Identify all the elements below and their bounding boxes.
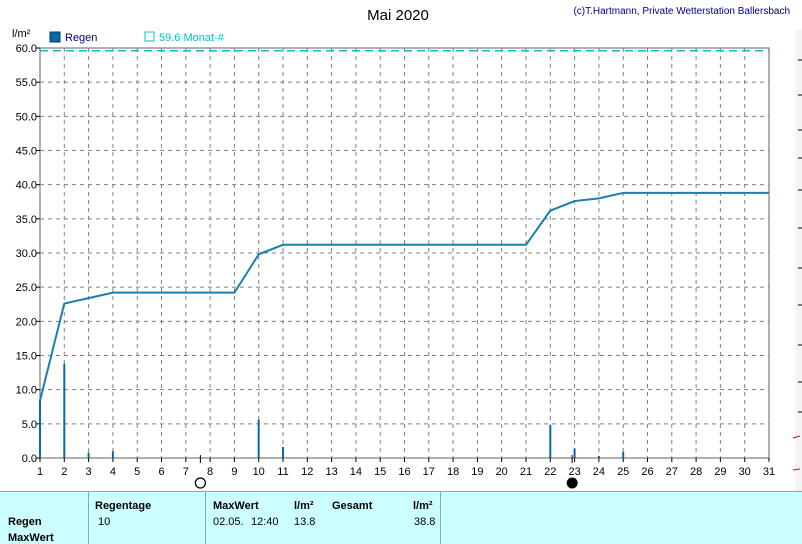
y-tick-label: 25.0 — [16, 282, 37, 294]
maxwert-date: 02.05. — [213, 516, 244, 528]
new-moon-icon — [566, 477, 578, 489]
x-tick-label: 3 — [86, 466, 92, 478]
x-tick-label: 17 — [423, 466, 435, 478]
regentage-value: 10 — [98, 516, 111, 528]
header-regentage: Regentage — [95, 500, 152, 512]
maxwert-value: 13.8 — [294, 516, 316, 528]
summary-table: Regentage MaxWert l/m² Gesamt l/m² Regen… — [0, 491, 802, 544]
right-edge-artifacts — [792, 30, 802, 491]
rain-bar — [573, 448, 576, 458]
x-tick-label: 16 — [398, 466, 410, 478]
y-tick-label: 5.0 — [22, 419, 37, 431]
row-label-regen: Regen — [8, 516, 42, 528]
header-unit-1: l/m² — [294, 500, 314, 512]
x-tick-label: 10 — [253, 466, 265, 478]
x-tick-label: 26 — [641, 466, 653, 478]
legend-swatch-monat — [144, 31, 155, 42]
gesamt-value: 38.8 — [414, 516, 436, 528]
chart-title: Mai 2020 — [367, 7, 429, 24]
x-tick-label: 30 — [739, 466, 751, 478]
x-tick-label: 6 — [158, 466, 164, 478]
legend: Regen 59.6 Monat-# — [49, 31, 225, 44]
rain-bar — [111, 451, 114, 458]
rain-chart: Mai 2020 (c)T.Hartmann, Private Wetterst… — [12, 6, 802, 491]
x-tick-label: 12 — [301, 466, 313, 478]
x-tick-label: 2 — [61, 466, 67, 478]
rain-bar — [87, 452, 90, 458]
x-tick-label: 9 — [231, 466, 237, 478]
x-tick-label: 25 — [617, 466, 629, 478]
rain-bar — [597, 455, 600, 458]
moon-phases — [194, 455, 578, 489]
y-tick-label: 10.0 — [16, 385, 37, 397]
x-tick-label: 21 — [520, 466, 532, 478]
x-tick-label: 13 — [325, 466, 337, 478]
x-tick-label: 4 — [110, 466, 116, 478]
rain-bar — [549, 425, 552, 458]
rain-bar — [282, 447, 284, 458]
header-gesamt: Gesamt — [332, 500, 373, 512]
x-tick-label: 22 — [544, 466, 556, 478]
maxwert-time: 12:40 — [251, 516, 279, 528]
legend-label-regen: Regen — [65, 32, 97, 44]
x-tick-label: 28 — [690, 466, 702, 478]
y-tick-labels: 0.0 5.0 10.0 15.0 20.0 25.0 30.0 35.0 40.0 45.0 50… — [16, 43, 40, 465]
col-divider — [205, 492, 206, 544]
rain-bar — [63, 363, 66, 458]
x-tick-label: 1 — [37, 466, 43, 478]
x-tick-label: 15 — [374, 466, 386, 478]
y-tick-label: 0.0 — [22, 453, 37, 465]
header-maxwert: MaxWert — [213, 500, 259, 512]
y-tick-label: 50.0 — [16, 111, 37, 123]
x-tick-label: 8 — [207, 466, 213, 478]
x-tick-label: 29 — [714, 466, 726, 478]
y-tick-label: 30.0 — [16, 248, 37, 260]
row-label-maxwert: MaxWert — [8, 532, 54, 544]
col-divider — [440, 492, 441, 544]
x-tick-label: 23 — [568, 466, 580, 478]
y-tick-label: 15.0 — [16, 351, 37, 363]
x-tick-label: 27 — [666, 466, 678, 478]
x-tick-label: 7 — [183, 466, 189, 478]
header-unit-2: l/m² — [413, 500, 433, 512]
y-tick-label: 20.0 — [16, 316, 37, 328]
x-tick-label: 18 — [447, 466, 459, 478]
cumulative-rain-line — [39, 191, 769, 401]
y-tick-label: 40.0 — [16, 180, 37, 192]
y-tick-label: 60.0 — [16, 43, 37, 55]
legend-swatch-regen — [49, 31, 61, 43]
x-tick-label: 31 — [763, 466, 775, 478]
legend-label-monat: 59.6 Monat-# — [159, 32, 225, 44]
y-tick-label: 55.0 — [16, 77, 37, 89]
x-tick-label: 19 — [471, 466, 483, 478]
x-tick-label: 14 — [350, 466, 362, 478]
full-moon-icon — [194, 477, 207, 489]
grid — [40, 48, 769, 458]
x-tick-label: 20 — [496, 466, 508, 478]
x-tick-label: 24 — [593, 466, 605, 478]
x-tick-label: 5 — [134, 466, 140, 478]
col-divider — [88, 492, 89, 544]
cumulative-line — [39, 191, 769, 401]
y-tick-label: 45.0 — [16, 146, 37, 158]
y-tick-label: 35.0 — [16, 214, 37, 226]
x-tick-label: 11 — [277, 466, 288, 478]
y-axis-label: l/m² — [12, 28, 31, 40]
rain-bar — [39, 400, 41, 458]
rain-bar — [622, 451, 625, 458]
rain-bars — [39, 363, 625, 458]
copyright-text: (c)T.Hartmann, Private Wetterstation Bal… — [573, 6, 790, 17]
rain-bar — [257, 419, 260, 458]
x-tick-labels: 1 2 3 4 5 6 7 8 9 10 11 12 13 14 15 16 17 18 19 20 21 22 23 24 2… — [37, 458, 775, 478]
